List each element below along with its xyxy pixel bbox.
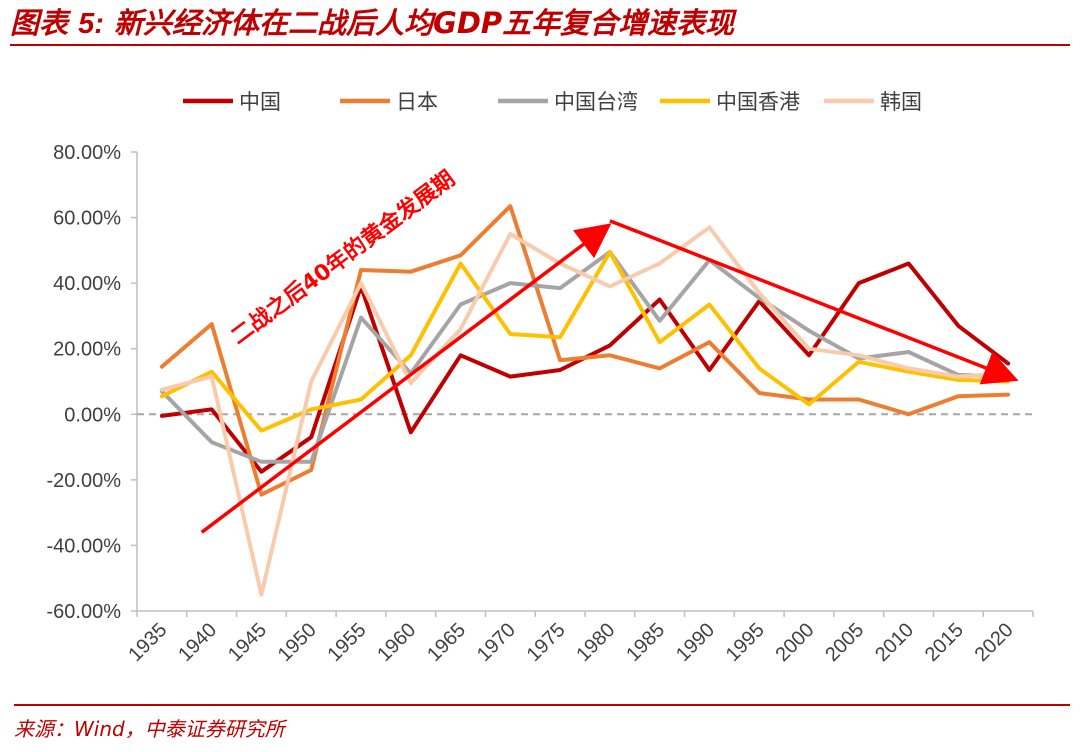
- trend-arrows: [200, 219, 1019, 534]
- x-tick-label: 1995: [722, 619, 769, 666]
- trend-arrow-0: [200, 223, 612, 534]
- y-tick-label: -40.00%: [47, 535, 122, 557]
- x-tick-label: 1940: [174, 619, 221, 666]
- y-tick-label: 20.00%: [53, 339, 121, 361]
- chart-axes: 80.00% 60.00% 40.00% 20.00% 0.00% -20.00% -40.…: [47, 142, 1034, 666]
- x-tick-label: 2005: [821, 619, 868, 666]
- y-tick-label: 80.00%: [53, 142, 121, 164]
- title-number: 5:: [78, 8, 104, 40]
- chart-legend: 中国 日本 中国台湾 中国香港 韩国: [183, 90, 922, 114]
- series-line-3: [159, 250, 1011, 433]
- chart-series: [159, 204, 1011, 597]
- x-tick-label: 1975: [523, 619, 570, 666]
- title-text: 新兴经济体在二战后人均GDP五年复合增速表现: [114, 6, 735, 40]
- x-tick-label: 1985: [622, 619, 669, 666]
- figure-title: 图表 5: 新兴经济体在二战后人均GDP五年复合增速表现: [10, 2, 1070, 46]
- y-tick-label: 0.00%: [64, 404, 121, 426]
- legend-label: 日本: [396, 90, 438, 114]
- gdp-growth-line-chart: 中国 日本 中国台湾 中国香港 韩国 80.00% 60.00% 40.00% 20.00% 0…: [47, 90, 1034, 666]
- legend-label: 韩国: [880, 90, 922, 114]
- source-note: 来源：Wind，中泰证券研究所: [14, 704, 1070, 752]
- x-tick-label: 1960: [373, 619, 420, 666]
- x-tick-label: 2020: [971, 619, 1018, 666]
- legend-label: 中国香港: [716, 90, 800, 114]
- x-tick-label: 1950: [274, 619, 321, 666]
- y-tick-label: -20.00%: [47, 470, 122, 492]
- x-tick-label: 2015: [921, 619, 968, 666]
- x-tick-label: 1965: [423, 619, 470, 666]
- x-tick-label: 2000: [772, 619, 819, 666]
- legend-label: 中国台湾: [554, 90, 638, 114]
- x-tick-label: 1980: [572, 619, 619, 666]
- x-tick-label: 1955: [324, 619, 371, 666]
- title-prefix: 图表: [10, 6, 69, 40]
- x-tick-label: 1970: [473, 619, 520, 666]
- legend-label: 中国: [239, 90, 281, 114]
- y-tick-label: 60.00%: [53, 208, 121, 230]
- y-tick-label: -60.00%: [47, 601, 122, 623]
- x-tick-label: 1935: [124, 619, 171, 666]
- x-tick-label: 1945: [224, 619, 271, 666]
- series-line-1: [159, 204, 1011, 497]
- trend-arrow-1: [609, 219, 1019, 385]
- y-tick-label: 40.00%: [53, 273, 121, 295]
- x-tick-label: 2010: [871, 619, 918, 666]
- series-line-4: [159, 225, 1011, 597]
- x-tick-label: 1990: [672, 619, 719, 666]
